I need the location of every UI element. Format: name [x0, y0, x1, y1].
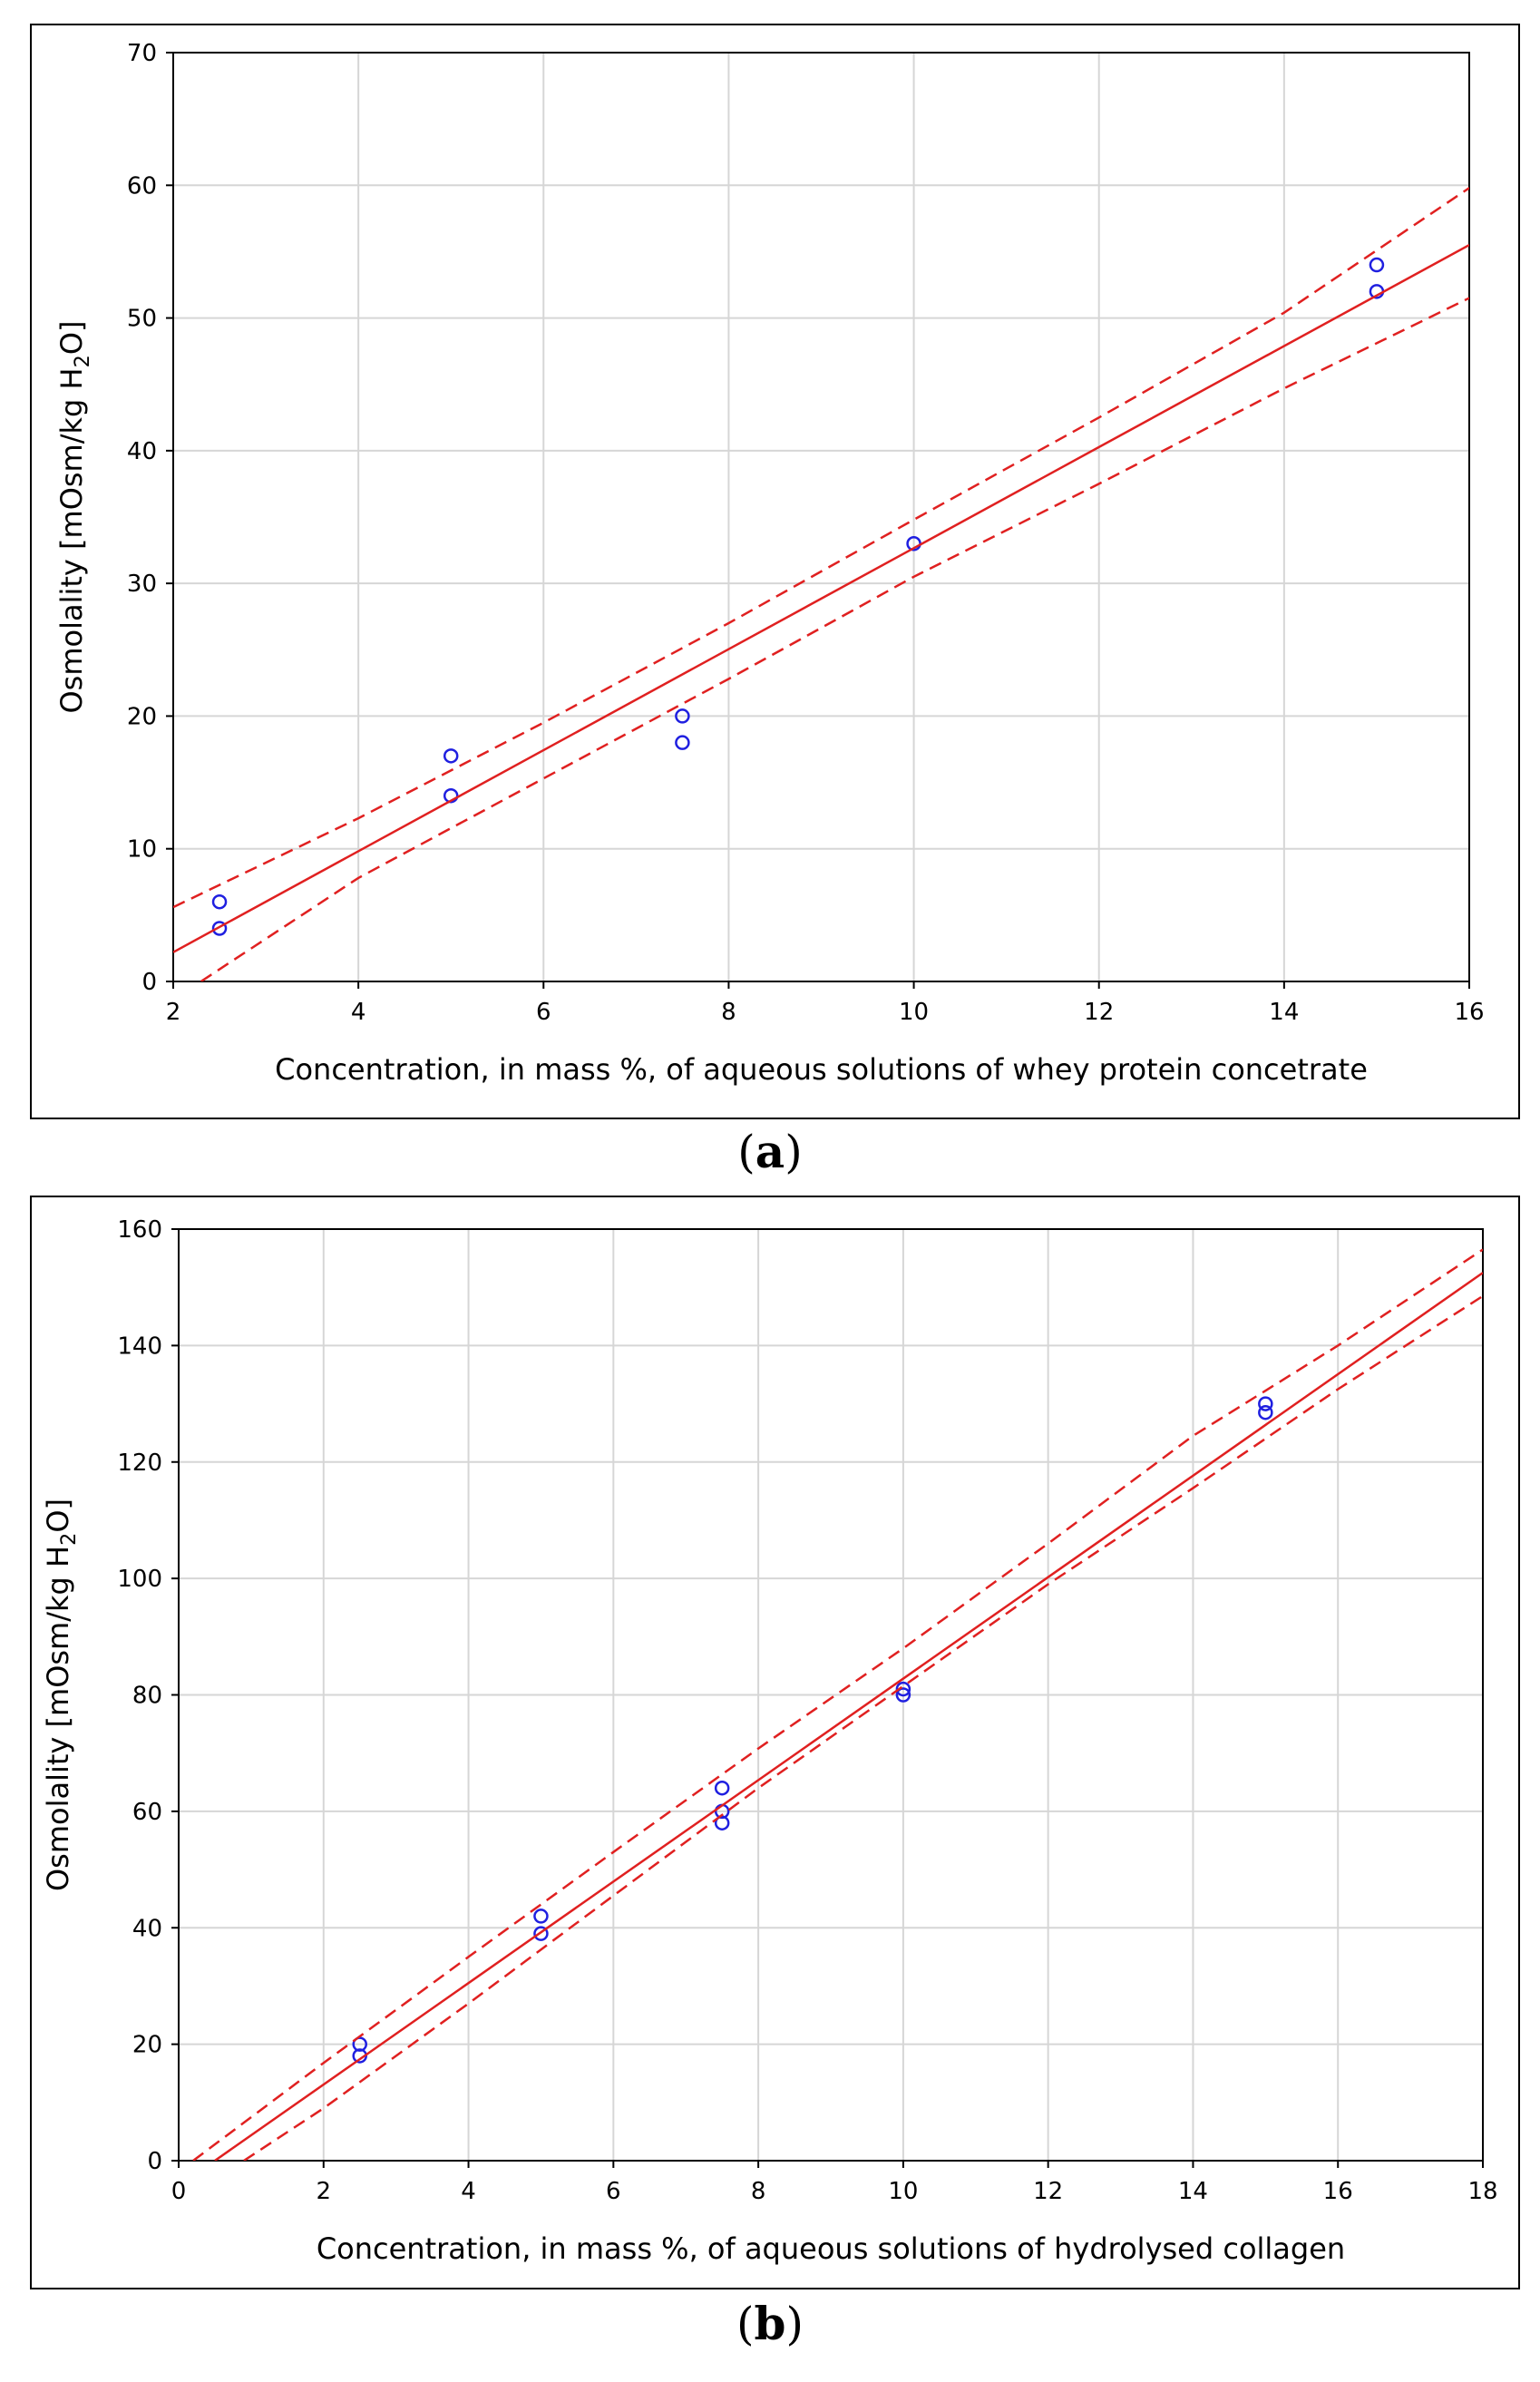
- x-tick-label: 4: [461, 2178, 476, 2205]
- y-tick-label: 60: [132, 1799, 162, 1826]
- plot-series: [192, 1248, 1483, 2161]
- x-tick-label: 4: [351, 999, 366, 1026]
- data-point: [1369, 257, 1385, 273]
- plot-area-border: [172, 52, 1470, 982]
- data-point: [675, 735, 690, 750]
- confidence-band-upper: [173, 187, 1469, 909]
- x-tick-label: 2: [166, 999, 181, 1026]
- chart-a: 2 4 6 8 10 12 14 16 0 10 20 30 40 50 60 70 Concentration…: [54, 40, 1485, 1087]
- data-point: [1258, 1404, 1273, 1420]
- x-tick-label: 12: [1033, 2178, 1063, 2205]
- x-tick-label: 14: [1178, 2178, 1208, 2205]
- y-tick-label: 70: [127, 40, 157, 67]
- data-point: [895, 1681, 911, 1697]
- y-tick-label: 60: [127, 172, 157, 200]
- data-point: [1258, 1396, 1273, 1411]
- x-tick-label: 6: [536, 999, 551, 1026]
- x-tick-label: 2: [317, 2178, 332, 2205]
- y-tick-label: 160: [117, 1216, 162, 1244]
- x-tick-label: 14: [1269, 999, 1299, 1026]
- confidence-band-upper: [192, 1248, 1483, 2161]
- y-tick-label: 0: [141, 969, 157, 996]
- confidence-band-lower: [200, 297, 1469, 981]
- chart-panel-b-frame: [30, 1196, 1520, 2289]
- y-tick-label: 0: [147, 2148, 162, 2175]
- y-tick-label: 80: [132, 1683, 162, 1710]
- x-tick-label: 0: [171, 2178, 187, 2205]
- chart-panel-a-frame: [30, 24, 1520, 1119]
- x-tick-label: 8: [751, 2178, 766, 2205]
- y-tick-label: 140: [117, 1333, 162, 1360]
- panel-label-b-letter: b: [754, 2297, 786, 2350]
- data-point: [443, 787, 459, 804]
- data-point: [211, 921, 228, 936]
- y-tick-label: 120: [117, 1450, 162, 1477]
- y-axis-label-main: Osmolality [mOsm/kg H: [54, 367, 89, 713]
- x-tick-label: 16: [1323, 2178, 1353, 2205]
- data-point: [714, 1780, 730, 1796]
- y-axis-label-tail: O]: [41, 1499, 75, 1533]
- y-tick-label: 40: [127, 438, 157, 465]
- y-tick-label: 50: [127, 306, 157, 333]
- y-tick-label: 30: [127, 571, 157, 598]
- plot-series: [173, 187, 1469, 981]
- data-point: [211, 893, 228, 910]
- data-point: [533, 1909, 549, 1924]
- regression-line: [173, 244, 1469, 953]
- data-point: [443, 748, 459, 764]
- y-axis-label-tail: O]: [54, 320, 89, 355]
- x-tick-label: 10: [899, 999, 929, 1026]
- chart-b: 0 2 4 6 8 10 12 14 16 18 0 20 40 60 80 100 120 140 160 Conc…: [41, 1216, 1498, 2266]
- x-axis-label: Concentration, in mass %, of aqueous sol…: [275, 1052, 1368, 1087]
- y-tick-label: 10: [127, 836, 157, 864]
- data-point: [714, 1815, 730, 1830]
- x-tick-label: 16: [1454, 999, 1484, 1026]
- regression-line: [214, 1272, 1483, 2161]
- x-tick-label: 6: [606, 2178, 621, 2205]
- confidence-band-lower: [243, 1294, 1483, 2161]
- y-tick-label: 20: [127, 703, 157, 730]
- x-tick-label: 8: [721, 999, 736, 1026]
- data-point: [895, 1687, 911, 1703]
- y-axis-label-subscript: 2: [57, 1533, 81, 1546]
- panel-label-b: (b): [736, 2297, 804, 2350]
- y-axis-label: Osmolality [mOsm/kg H2O]: [54, 320, 94, 713]
- x-tick-label: 10: [888, 2178, 918, 2205]
- y-tick-label: 40: [132, 1915, 162, 1942]
- y-axis-label-subscript: 2: [71, 355, 94, 367]
- y-tick-label: 20: [132, 2032, 162, 2059]
- x-axis-label: Concentration, in mass %, of aqueous sol…: [317, 2231, 1345, 2266]
- panel-label-a-letter: a: [755, 1125, 785, 1178]
- y-axis-label-main: Osmolality [mOsm/kg H: [41, 1546, 75, 1891]
- panel-label-a: (a): [737, 1125, 803, 1178]
- y-tick-label: 100: [117, 1566, 162, 1593]
- y-axis-label: Osmolality [mOsm/kg H2O]: [41, 1499, 81, 1891]
- x-tick-label: 12: [1084, 999, 1114, 1026]
- data-point: [533, 1926, 549, 1941]
- data-point: [675, 708, 690, 724]
- x-tick-label: 18: [1467, 2178, 1497, 2205]
